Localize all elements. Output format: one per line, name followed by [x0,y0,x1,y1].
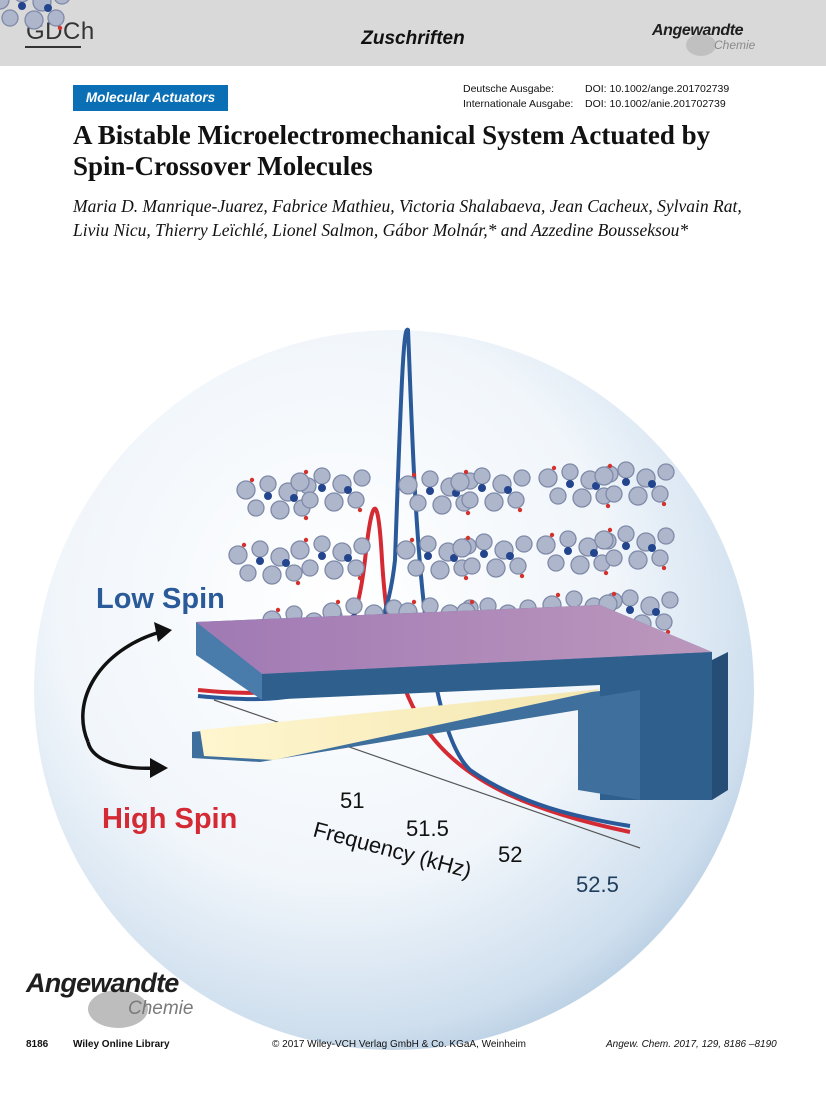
cantilever-high-spin [192,688,640,762]
cantilever-support [578,652,728,800]
logo-sub-text: Chemie [128,998,194,1019]
molecular-lattice [0,0,679,651]
wiley-online-library-link[interactable]: Wiley Online Library [73,1039,170,1050]
doi-value[interactable]: DOI: 10.1002/ange.201702739 [585,83,730,95]
doi-value[interactable]: DOI: 10.1002/anie.201702739 [585,98,726,110]
logo-sub-text: Chemie [714,38,756,52]
copyright-notice: © 2017 Wiley-VCH Verlag GmbH & Co. KGaA,… [272,1039,526,1050]
logo-main-text: Angewandte [26,968,179,998]
author-list: Maria D. Manrique-Juarez, Fabrice Mathie… [73,196,742,240]
journal-logo-header: Angewandte Chemie [652,22,762,58]
high-spin-label: High Spin [102,803,237,835]
tick-label: 51.5 [406,816,449,841]
section-title: Zuschriften [361,28,465,49]
tick-label: 52.5 [576,872,619,897]
tick-label: 51 [340,788,364,813]
spin-switch-arrow [81,622,172,778]
doi-label: Deutsche Ausgabe: [463,83,555,95]
category-badge: Molecular Actuators [73,85,228,111]
gdch-logo-underline [25,46,81,48]
cantilever-low-spin [196,605,712,700]
doi-line-german: Deutsche Ausgabe: DOI: 10.1002/ange.20170… [463,83,729,95]
header-bar [0,0,826,66]
journal-citation: Angew. Chem. 2017, 129, 8186 –8190 [606,1039,777,1050]
page-number: 8186 [26,1039,49,1050]
journal-logo-footer: Angewandte Chemie [26,968,206,1028]
doi-line-international: Internationale Ausgabe: DOI: 10.1002/anie… [463,98,726,110]
article-title: A Bistable Microelectromechanical System… [73,120,711,181]
doi-label: Internationale Ausgabe: [463,98,574,110]
logo-main-text: Angewandte [652,22,744,39]
logo-swoosh [88,990,148,1028]
logo-swoosh [686,34,716,56]
low-spin-label: Low Spin [96,583,225,615]
tick-label: 52 [498,842,522,867]
